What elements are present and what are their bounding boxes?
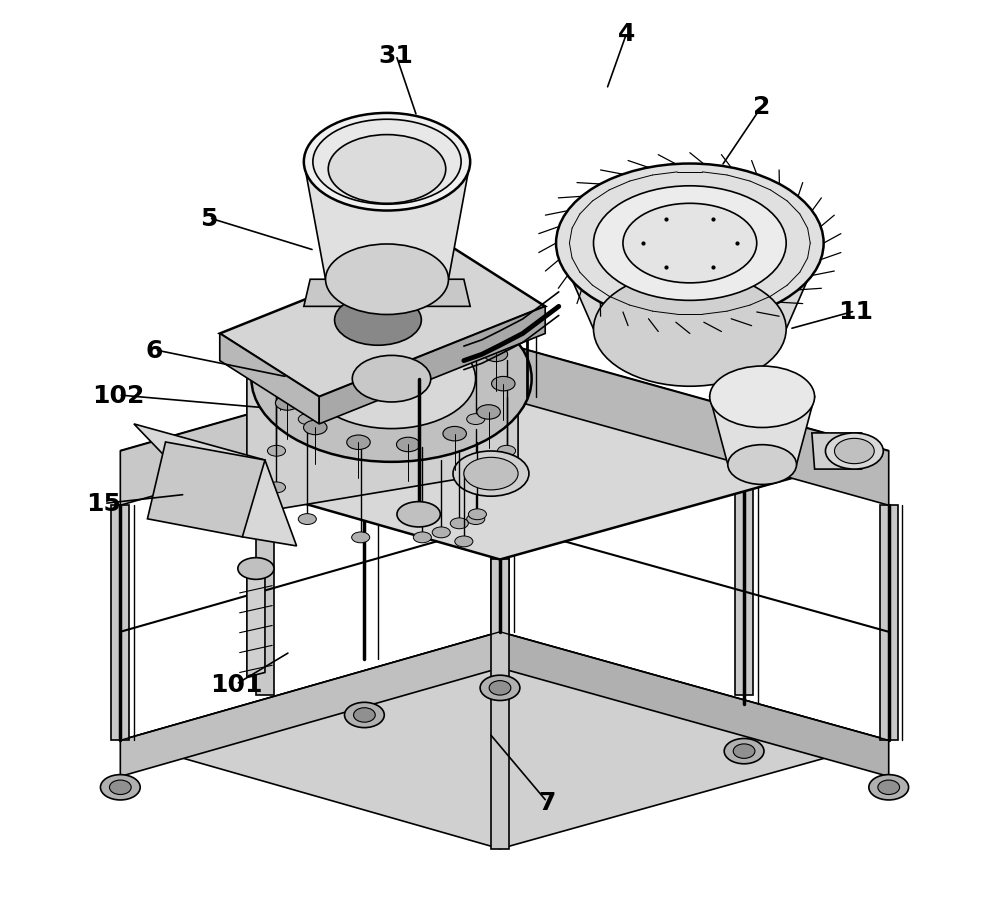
Ellipse shape [347, 435, 370, 450]
Ellipse shape [480, 675, 520, 701]
Text: 102: 102 [92, 384, 145, 407]
Ellipse shape [728, 445, 797, 485]
Ellipse shape [298, 514, 316, 525]
Polygon shape [556, 244, 824, 330]
Ellipse shape [413, 533, 431, 544]
Text: 31: 31 [379, 44, 413, 68]
Ellipse shape [352, 396, 370, 406]
Text: 2: 2 [753, 95, 771, 118]
Text: 15: 15 [87, 492, 121, 516]
Polygon shape [500, 632, 889, 777]
Ellipse shape [396, 438, 420, 452]
Polygon shape [247, 316, 518, 515]
Polygon shape [220, 244, 545, 397]
Text: 7: 7 [538, 790, 556, 814]
Polygon shape [147, 442, 265, 537]
Ellipse shape [443, 427, 466, 442]
Ellipse shape [313, 120, 461, 205]
Ellipse shape [298, 414, 316, 425]
Ellipse shape [477, 405, 500, 420]
Ellipse shape [345, 703, 384, 728]
Ellipse shape [100, 775, 140, 800]
Ellipse shape [267, 482, 286, 493]
Polygon shape [111, 506, 129, 740]
Ellipse shape [109, 780, 131, 795]
Ellipse shape [455, 536, 473, 547]
Ellipse shape [450, 518, 468, 529]
Ellipse shape [878, 780, 900, 795]
Ellipse shape [413, 309, 436, 323]
Ellipse shape [467, 514, 485, 525]
Ellipse shape [556, 164, 824, 323]
Polygon shape [220, 334, 319, 424]
Ellipse shape [328, 135, 446, 204]
Ellipse shape [326, 245, 448, 315]
Polygon shape [134, 424, 297, 546]
Ellipse shape [468, 509, 486, 520]
Polygon shape [812, 433, 862, 470]
Polygon shape [304, 163, 470, 280]
Ellipse shape [623, 204, 757, 284]
Ellipse shape [268, 367, 291, 381]
Text: 4: 4 [618, 23, 635, 46]
Ellipse shape [464, 458, 518, 490]
Ellipse shape [825, 433, 883, 470]
Ellipse shape [492, 377, 515, 392]
Ellipse shape [869, 775, 909, 800]
Ellipse shape [275, 396, 299, 411]
Polygon shape [120, 343, 500, 506]
Ellipse shape [733, 744, 755, 759]
Ellipse shape [834, 439, 874, 464]
Ellipse shape [397, 502, 440, 527]
Ellipse shape [724, 739, 764, 764]
Ellipse shape [354, 708, 375, 722]
Ellipse shape [267, 446, 286, 457]
Ellipse shape [498, 482, 516, 493]
Polygon shape [491, 560, 509, 849]
Ellipse shape [432, 527, 450, 538]
Ellipse shape [594, 187, 786, 301]
Ellipse shape [498, 446, 516, 457]
Text: 11: 11 [838, 300, 873, 323]
Polygon shape [491, 397, 509, 632]
Polygon shape [710, 397, 815, 465]
Ellipse shape [453, 452, 529, 497]
Ellipse shape [484, 348, 508, 362]
Polygon shape [120, 632, 500, 777]
Polygon shape [500, 343, 889, 506]
Ellipse shape [413, 396, 431, 406]
Ellipse shape [489, 681, 511, 695]
Polygon shape [120, 343, 889, 560]
Ellipse shape [363, 306, 387, 321]
Text: 6: 6 [146, 339, 163, 362]
Ellipse shape [251, 296, 532, 462]
Ellipse shape [456, 323, 480, 338]
Polygon shape [880, 506, 898, 740]
Polygon shape [319, 307, 545, 424]
Ellipse shape [335, 295, 421, 346]
Ellipse shape [352, 356, 431, 403]
Ellipse shape [238, 558, 274, 580]
Text: 5: 5 [200, 207, 218, 230]
Ellipse shape [352, 533, 370, 544]
Polygon shape [304, 280, 470, 307]
Ellipse shape [594, 273, 786, 386]
Polygon shape [256, 461, 274, 695]
Ellipse shape [304, 114, 470, 211]
Ellipse shape [307, 330, 476, 429]
Polygon shape [247, 564, 265, 677]
Polygon shape [735, 461, 753, 695]
Text: 101: 101 [210, 673, 262, 696]
Ellipse shape [317, 317, 340, 331]
Ellipse shape [467, 414, 485, 425]
Ellipse shape [283, 339, 306, 353]
Ellipse shape [710, 367, 815, 428]
Polygon shape [120, 632, 889, 849]
Ellipse shape [304, 421, 327, 435]
